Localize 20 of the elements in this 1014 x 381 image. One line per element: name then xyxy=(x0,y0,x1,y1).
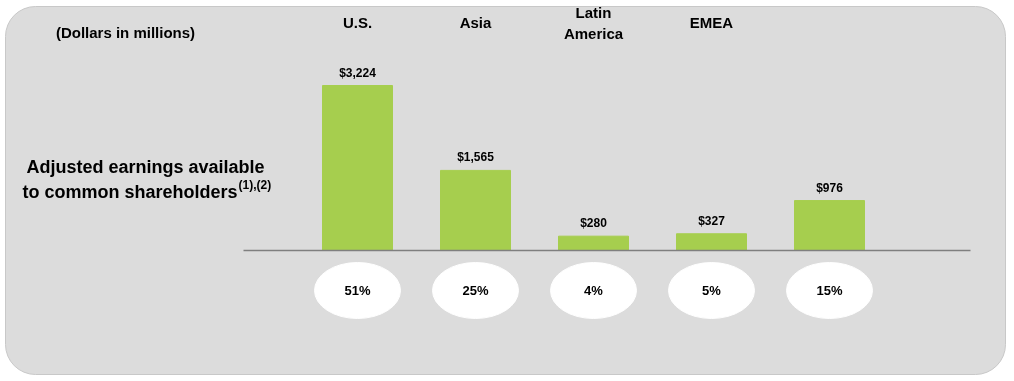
x-tick-label: EMEA xyxy=(689,14,734,31)
x-tick-label: Asia xyxy=(459,14,492,31)
text: 25% xyxy=(462,283,489,298)
bar xyxy=(322,85,393,251)
text: 4% xyxy=(584,283,604,298)
bar xyxy=(676,233,747,251)
text: 15% xyxy=(816,283,843,298)
text: (Dollars in millions) xyxy=(55,24,196,41)
bar xyxy=(440,169,511,251)
bar xyxy=(794,200,865,251)
data-label: $976 xyxy=(816,180,844,195)
text: 5% xyxy=(702,283,722,298)
x-tick-label: U.S. xyxy=(342,14,373,31)
text: 51% xyxy=(344,283,371,298)
bar xyxy=(558,235,629,251)
data-label: $280 xyxy=(580,216,608,231)
data-label: $327 xyxy=(698,213,726,228)
data-label: $1,565 xyxy=(457,150,495,165)
x-tick-label: Latin America xyxy=(563,3,624,42)
data-label: $3,224 xyxy=(339,65,377,80)
